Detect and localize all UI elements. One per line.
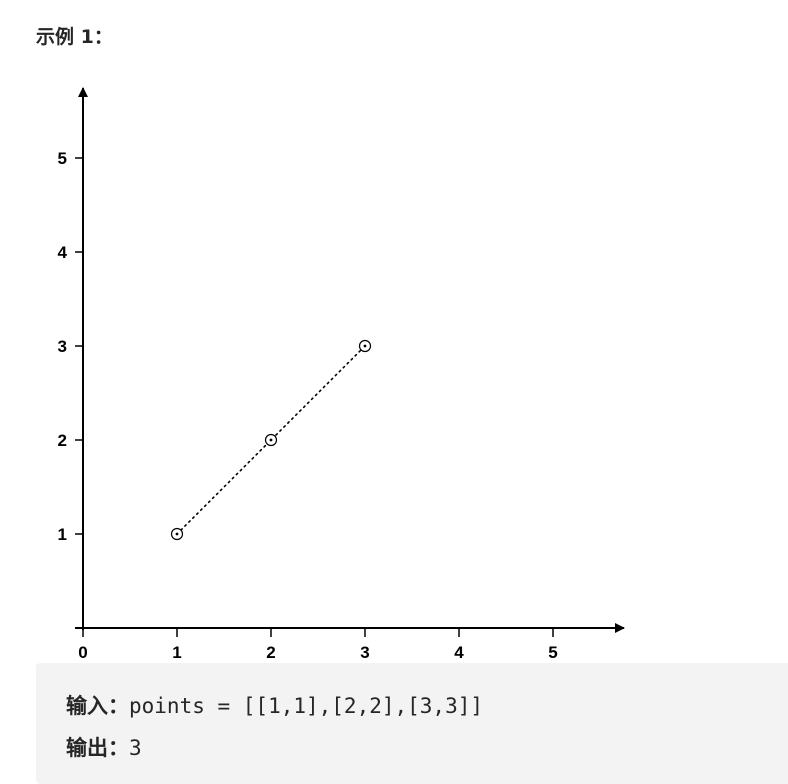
- x-axis-ticks: 0 1 2 3 4 5: [78, 628, 558, 662]
- points-figure: 0 1 2 3 4 5 1 2 3 4 5: [58, 87, 625, 662]
- data-point-center: [363, 344, 367, 348]
- io-code-block: 输入：points = [[1,1],[2,2],[3,3]] 输出：3: [36, 663, 788, 784]
- data-point: [170, 527, 184, 541]
- data-point-center: [269, 438, 273, 442]
- example-heading: 示例 1：: [36, 26, 113, 48]
- output-value: 3: [129, 736, 142, 760]
- x-tick-label: 5: [548, 643, 557, 662]
- chart-axes: [75, 87, 625, 633]
- dotted-connecting-line: [176, 345, 366, 535]
- output-label: 输出：: [66, 736, 129, 760]
- input-value: points = [[1,1],[2,2],[3,3]]: [129, 694, 484, 718]
- x-tick-label: 2: [266, 643, 275, 662]
- input-label: 输入：: [66, 694, 129, 718]
- scatter-chart: 0 1 2 3 4 5 1 2 3 4 5: [58, 87, 625, 662]
- y-tick-label: 5: [58, 149, 67, 168]
- x-tick-label: 1: [172, 643, 181, 662]
- points-layer: [170, 339, 372, 541]
- dotted-line-layer: [176, 345, 366, 535]
- input-line: 输入：points = [[1,1],[2,2],[3,3]]: [66, 690, 483, 720]
- data-point: [358, 339, 372, 353]
- data-point-center: [175, 532, 179, 536]
- x-tick-label: 0: [78, 643, 87, 662]
- y-tick-label: 1: [58, 525, 67, 544]
- y-tick-label: 3: [58, 337, 67, 356]
- output-line: 输出：3: [66, 732, 142, 762]
- y-axis-ticks: 1 2 3 4 5: [58, 149, 83, 544]
- data-point: [264, 433, 278, 447]
- x-tick-label: 4: [454, 643, 464, 662]
- y-tick-label: 2: [58, 431, 67, 450]
- x-tick-label: 3: [360, 643, 369, 662]
- y-tick-label: 4: [58, 243, 68, 262]
